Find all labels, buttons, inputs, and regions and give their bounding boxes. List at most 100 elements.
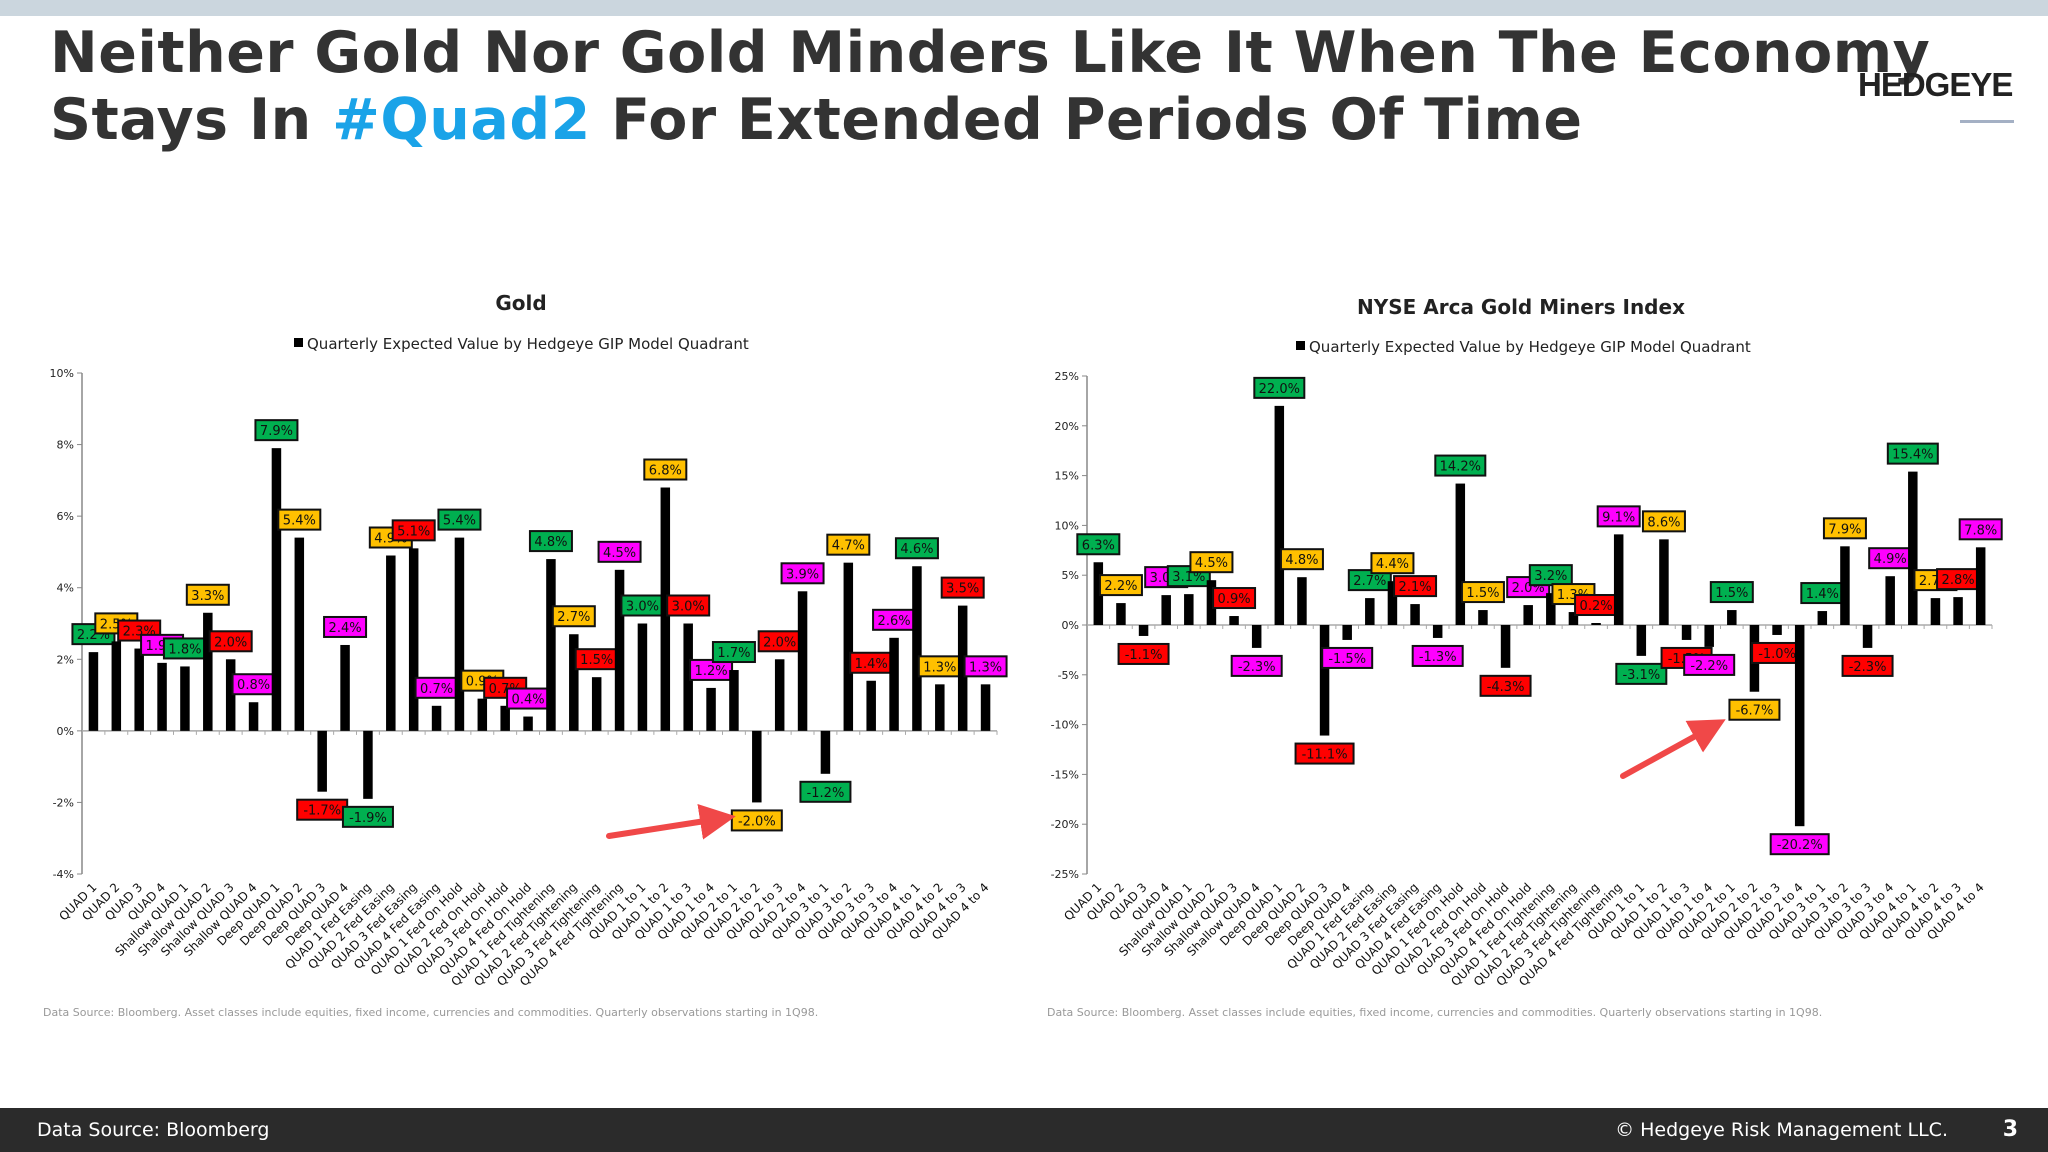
chart-title: NYSE Arca Gold Miners Index [1357,295,1685,319]
data-label-box [1769,833,1830,856]
data-label-box [597,540,642,563]
data-label-box [528,530,573,553]
bar [980,684,991,731]
data-label-box [1294,742,1355,765]
data-label: 1.3% [969,660,1002,675]
gold-chart: Gold Quarterly Expected Value by Hedgeye… [50,291,1008,989]
bar [1297,577,1307,625]
data-label-box [1615,662,1668,685]
annotation-arrow [606,803,736,840]
data-label-box [1370,552,1415,575]
data-label: 3.0% [672,600,705,615]
bar [477,698,488,731]
bar [1772,625,1782,635]
data-label-box [1411,644,1464,667]
bar [1591,623,1601,625]
data-label-box [1098,574,1143,597]
data-label: -1.0% [1758,647,1796,662]
data-label-box [1596,505,1641,528]
data-label: 0.4% [512,693,545,708]
bar [774,659,785,731]
data-label: 22.0% [1259,382,1300,397]
bar [1613,534,1624,625]
data-label: 6.8% [649,464,682,479]
bar [1116,603,1126,625]
data-label: 1.4% [1806,587,1839,602]
bar [729,670,739,731]
data-label: 3.2% [1534,569,1567,584]
bar [134,648,144,731]
bar [1523,605,1533,625]
y-tick-label: 20% [1055,420,1079,433]
bar [248,702,259,731]
bar [1817,611,1828,625]
data-label: 2.2% [1104,579,1137,594]
y-tick-label: -5% [1058,669,1079,682]
data-label: -1.3% [1419,650,1457,665]
data-label-box [940,576,985,599]
bar [935,684,945,731]
data-label: -1.9% [349,811,387,826]
bar [546,559,556,731]
bar [889,637,899,731]
bar [1478,610,1488,625]
data-label: -1.5% [1328,652,1366,667]
data-label-box [1189,551,1234,574]
bar [1365,598,1375,625]
y-tick-label: 8% [57,439,74,452]
data-label: 4.5% [1195,556,1228,571]
legend-swatch [294,338,303,347]
data-label-box [341,805,394,828]
y-tick-label: 0% [1062,619,1079,632]
data-label: 1.5% [580,653,613,668]
data-label: 2.6% [878,614,911,629]
bar [1975,547,1986,625]
data-label-box [643,458,688,481]
bar [569,634,579,731]
data-label-box [963,655,1008,678]
bar [225,659,236,731]
data-label-box [254,419,299,442]
data-label-box [689,658,734,681]
data-label: 1.7% [717,646,750,661]
bar [1704,625,1714,647]
data-label-box [1528,564,1573,587]
bar [111,641,122,731]
data-label-box [1212,587,1257,610]
bar [866,680,876,731]
data-label-box [1709,581,1754,604]
bar [1251,625,1262,648]
data-label: 3.1% [1172,570,1205,585]
bar [1727,610,1737,625]
data-label-box [1230,654,1283,677]
bar [1342,625,1352,640]
bar [683,623,693,731]
bar [431,705,442,731]
data-label: 0.7% [420,682,453,697]
bar [408,548,419,731]
data-label-box [1886,442,1939,465]
bar [1930,598,1941,625]
bar [1546,593,1556,625]
bar [1138,625,1149,636]
data-label: 1.5% [1715,586,1748,601]
bar [523,716,533,731]
bar [820,730,831,774]
data-label: -1.1% [1125,648,1163,663]
title-line-2: Stays In #Quad2 For Extended Periods Of … [50,87,1930,154]
top-accent-bar [0,0,2048,16]
data-label: 1.5% [1466,586,1499,601]
bar [1432,625,1443,638]
bar [157,662,167,731]
data-label-box [1347,569,1392,592]
bar [843,562,854,731]
bar [363,730,373,799]
data-label-box [277,508,322,531]
legend-swatch [1296,341,1305,350]
footer-source: Data Source: Bloomberg [37,1119,270,1141]
data-label: 6.3% [1082,538,1115,553]
chart-legend: Quarterly Expected Value by Hedgeye GIP … [307,335,749,353]
data-label-box [799,780,852,803]
bar [1274,405,1285,625]
hedgeye-logo: HEDGEYE [1858,66,2013,103]
